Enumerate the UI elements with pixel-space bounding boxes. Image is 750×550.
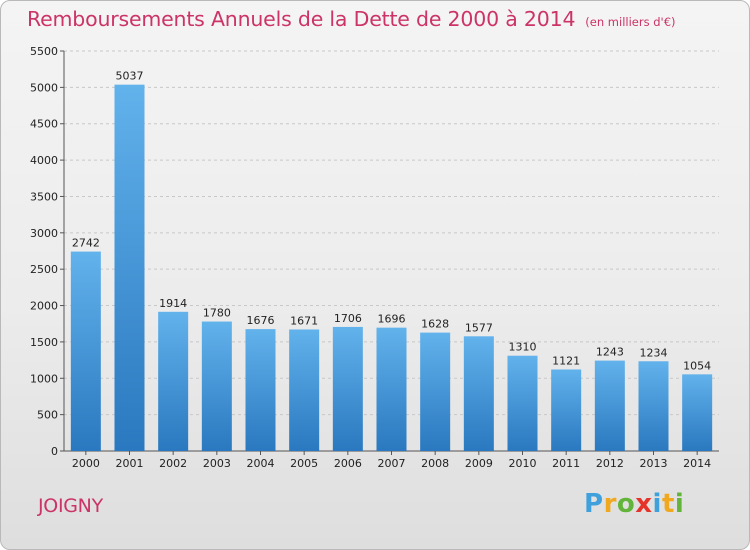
- x-tick-label: 2013: [640, 457, 668, 470]
- logo-letter: i: [674, 489, 685, 519]
- bar-value-label: 1676: [247, 314, 275, 327]
- bar-value-label: 1234: [640, 346, 668, 359]
- bar: [463, 336, 494, 451]
- logo-letter: r: [603, 489, 617, 519]
- bar: [70, 251, 101, 451]
- x-tick-label: 2012: [596, 457, 624, 470]
- x-tick-label: 2004: [247, 457, 275, 470]
- bar-value-label: 1310: [509, 341, 537, 354]
- bar-value-label: 1628: [421, 318, 449, 331]
- bar: [245, 329, 276, 451]
- y-tick-label: 2500: [30, 263, 58, 276]
- chart-title: Remboursements Annuels de la Dette de 20…: [27, 7, 676, 31]
- x-tick-label: 2005: [290, 457, 318, 470]
- logo-letter: o: [616, 489, 636, 519]
- y-tick-label: 1500: [30, 336, 58, 349]
- bar: [682, 374, 713, 451]
- bar: [638, 361, 669, 451]
- bar-value-label: 1054: [683, 359, 711, 372]
- y-tick-label: 5500: [30, 45, 58, 58]
- bar: [507, 355, 538, 451]
- bar: [289, 329, 320, 451]
- logo-letter: t: [661, 489, 675, 519]
- bar: [332, 326, 363, 451]
- logo-letter: x: [635, 489, 653, 519]
- x-tick-label: 2003: [203, 457, 231, 470]
- y-tick-label: 500: [37, 409, 58, 422]
- bar-value-label: 1671: [290, 314, 318, 327]
- y-tick-label: 0: [51, 445, 58, 458]
- bar-value-label: 1914: [159, 297, 187, 310]
- x-tick-label: 2007: [378, 457, 406, 470]
- city-name: JOIGNY: [38, 495, 103, 517]
- bar-value-label: 1577: [465, 321, 493, 334]
- proxiti-logo: Proxiti: [584, 489, 684, 519]
- bar: [420, 332, 451, 451]
- y-tick-label: 2000: [30, 300, 58, 313]
- chart-subtitle: (en milliers d'€): [585, 15, 676, 29]
- x-tick-label: 2008: [421, 457, 449, 470]
- y-tick-label: 3000: [30, 227, 58, 240]
- bar-value-label: 2742: [72, 237, 100, 250]
- x-tick-label: 2000: [72, 457, 100, 470]
- logo-letter: i: [652, 489, 662, 519]
- y-tick-label: 3500: [30, 190, 58, 203]
- logo-letter: P: [584, 489, 604, 519]
- x-tick-label: 2011: [552, 457, 580, 470]
- bar-value-label: 5037: [116, 70, 144, 83]
- x-tick-label: 2002: [159, 457, 187, 470]
- y-tick-label: 1000: [30, 372, 58, 385]
- bar: [376, 327, 407, 451]
- bar-value-label: 1706: [334, 312, 362, 325]
- bar-value-label: 1121: [552, 354, 580, 367]
- x-tick-label: 2010: [509, 457, 537, 470]
- bar: [594, 360, 625, 451]
- x-tick-label: 2009: [465, 457, 493, 470]
- y-tick-label: 4000: [30, 154, 58, 167]
- chart-title-text: Remboursements Annuels de la Dette de 20…: [27, 7, 576, 31]
- y-tick-label: 5000: [30, 81, 58, 94]
- bar: [114, 84, 145, 451]
- x-tick-label: 2006: [334, 457, 362, 470]
- bar-value-label: 1243: [596, 346, 624, 359]
- bar: [158, 311, 189, 451]
- bar: [551, 369, 582, 451]
- bar: [201, 321, 232, 451]
- x-tick-label: 2001: [116, 457, 144, 470]
- y-tick-label: 4500: [30, 118, 58, 131]
- bar-value-label: 1696: [378, 313, 406, 326]
- bar-value-label: 1780: [203, 307, 231, 320]
- x-tick-label: 2014: [683, 457, 711, 470]
